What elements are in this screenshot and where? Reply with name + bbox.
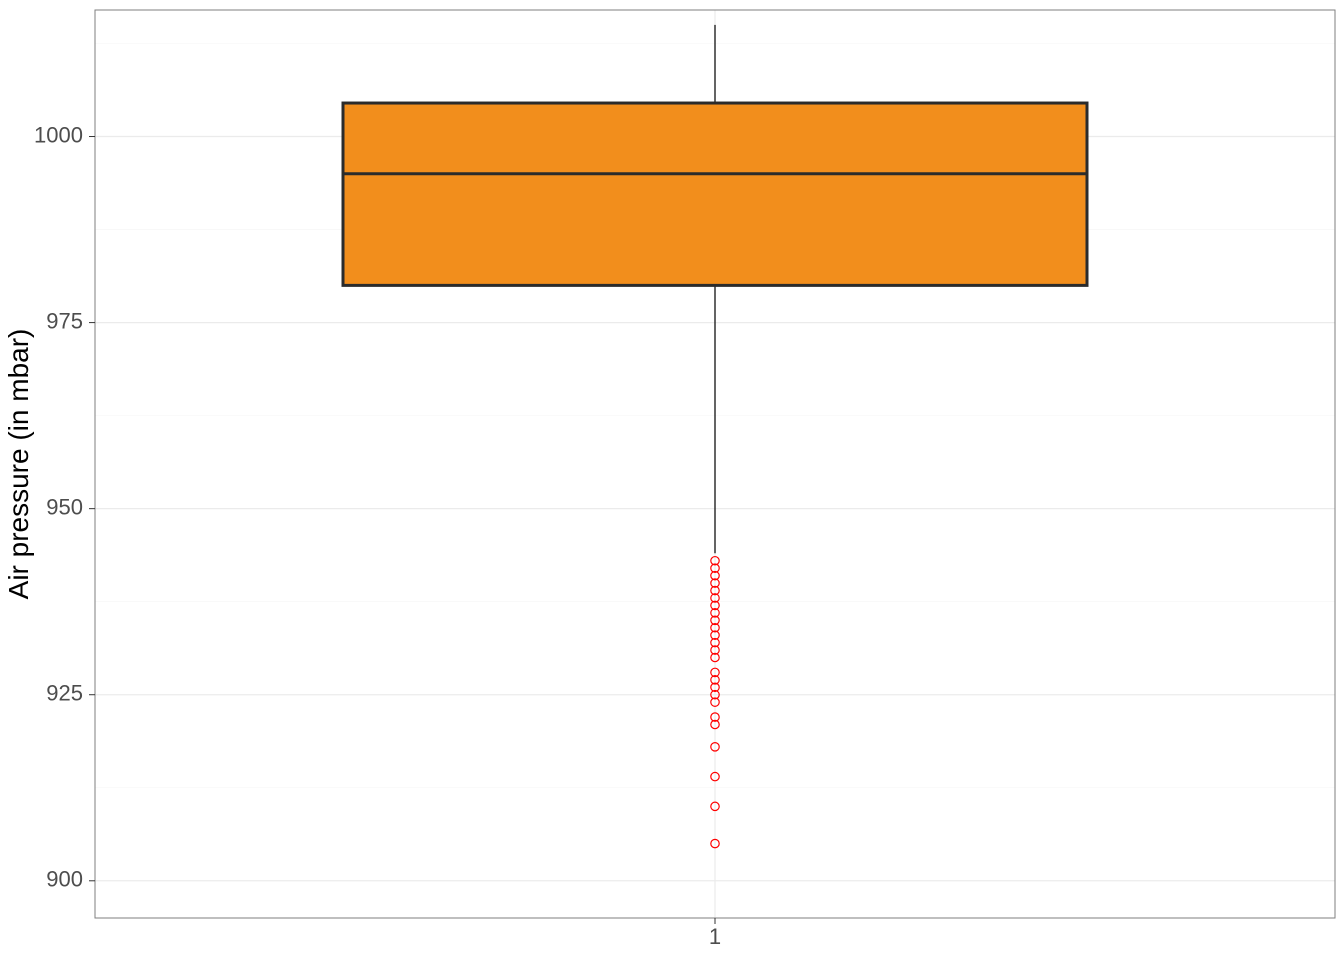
chart-svg: 900 925 950 975 1000 1 Air pressure (in mbar)	[0, 0, 1344, 960]
boxplot-chart: 900 925 950 975 1000 1 Air pressure (in mbar)	[0, 0, 1344, 960]
y-axis-title: Air pressure (in mbar)	[3, 329, 34, 600]
box-iqr	[343, 103, 1087, 285]
y-tick-label: 1000	[34, 122, 83, 147]
x-tick-label: 1	[709, 924, 721, 949]
y-tick-label: 925	[46, 681, 83, 706]
y-tick-label: 950	[46, 494, 83, 519]
y-tick-label: 900	[46, 867, 83, 892]
y-tick-label: 975	[46, 308, 83, 333]
